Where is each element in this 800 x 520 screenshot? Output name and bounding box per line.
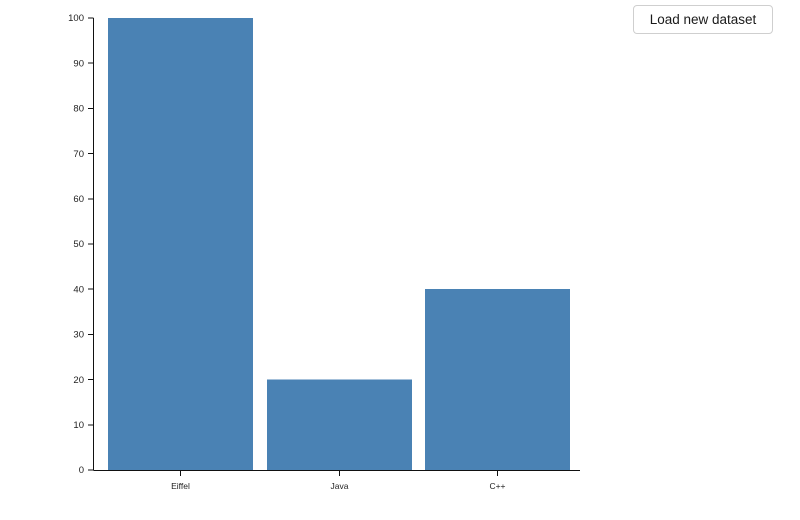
y-tick-label: 20 xyxy=(73,375,84,386)
y-tick-label: 10 xyxy=(73,420,84,431)
y-tick-label: 30 xyxy=(73,330,84,341)
x-tick-label-eiffel: Eiffel xyxy=(171,481,190,491)
toolbar: Load new dataset xyxy=(0,0,800,40)
y-tick-label: 0 xyxy=(79,465,84,476)
x-tick-label-java: Java xyxy=(331,481,349,491)
bar-series xyxy=(108,18,570,470)
x-axis-ticks: Eiffel Java C++ xyxy=(171,470,506,491)
y-tick-label: 80 xyxy=(73,104,84,115)
y-tick-label: 60 xyxy=(73,194,84,205)
bar-cpp[interactable] xyxy=(425,289,570,470)
y-tick-label: 90 xyxy=(73,58,84,69)
y-tick-label: 70 xyxy=(73,149,84,160)
y-tick-label: 100 xyxy=(68,13,84,24)
bar-eiffel[interactable] xyxy=(108,18,253,470)
y-axis-ticks: 0 10 20 30 40 50 60 70 80 90 100 xyxy=(68,13,94,476)
load-new-dataset-button[interactable]: Load new dataset xyxy=(633,5,773,34)
y-tick-label: 40 xyxy=(73,284,84,295)
bar-java[interactable] xyxy=(267,379,412,470)
x-tick-label-cpp: C++ xyxy=(489,481,505,491)
y-tick-label: 50 xyxy=(73,239,84,250)
